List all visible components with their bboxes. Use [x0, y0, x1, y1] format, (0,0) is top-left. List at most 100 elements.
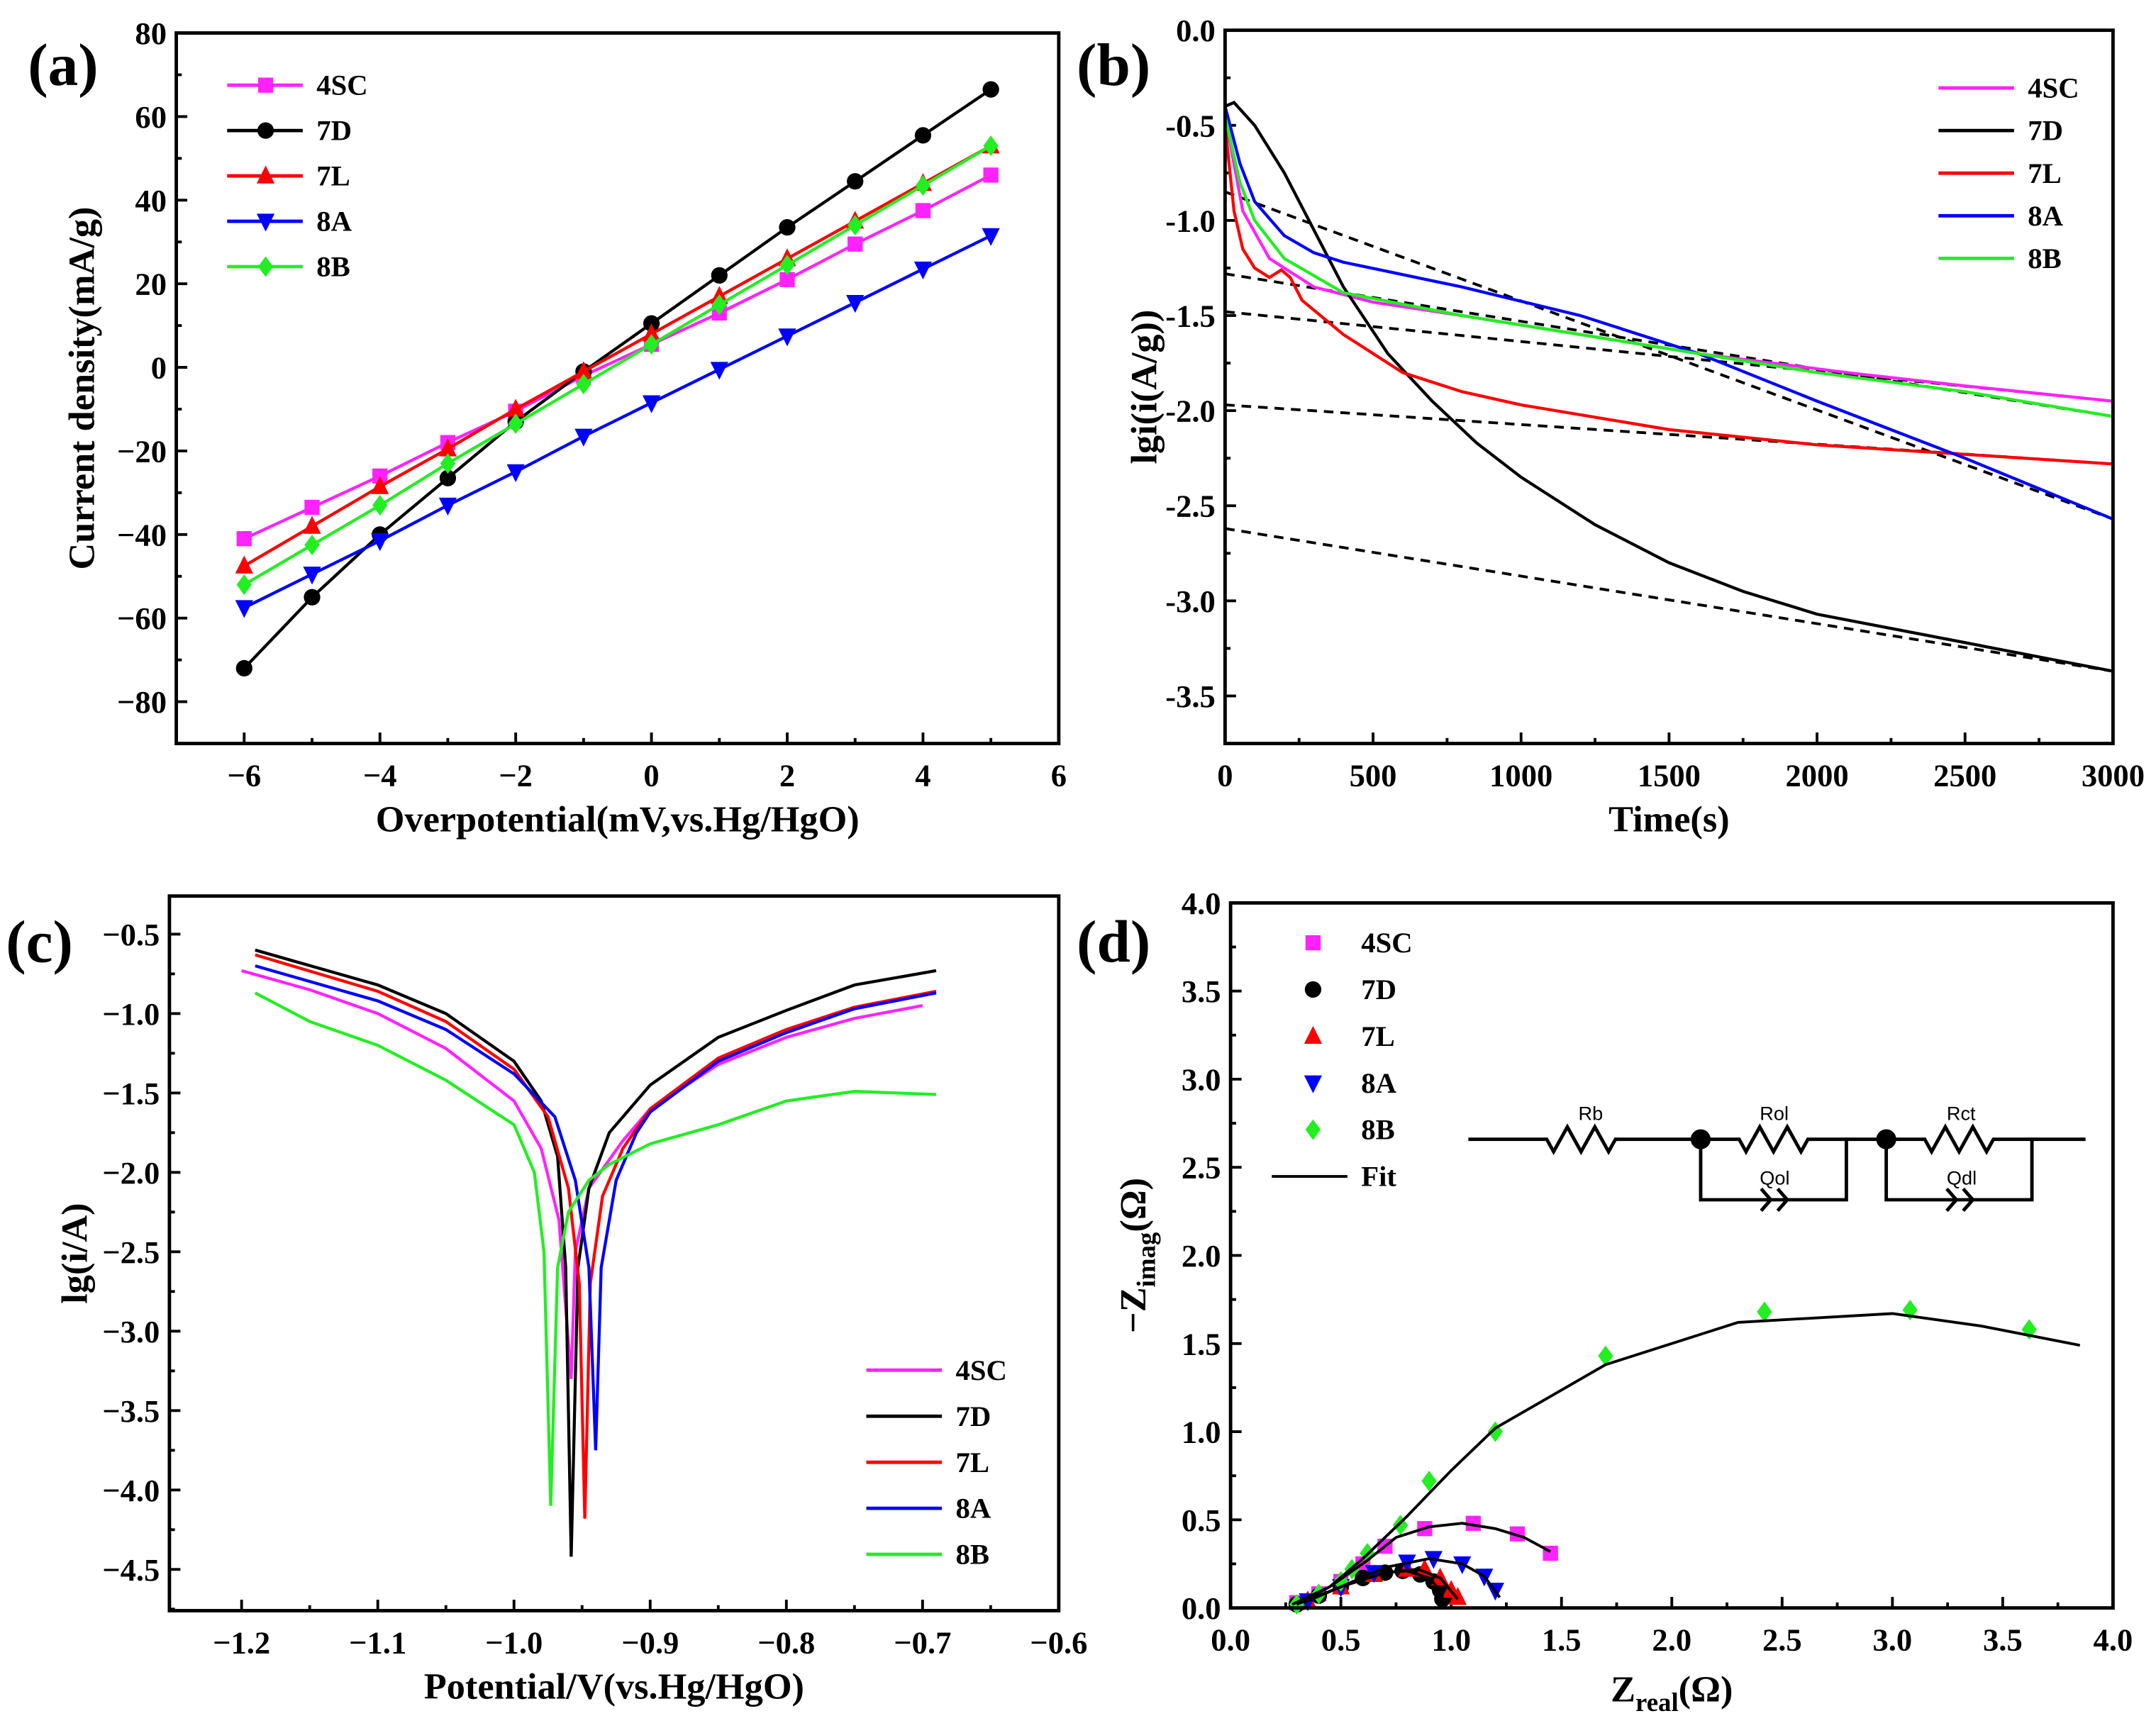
- data-point: [1465, 1515, 1481, 1531]
- y-tick-label: −2.5: [102, 1235, 160, 1270]
- panel-label-d: (d): [1077, 909, 1150, 976]
- legend-marker: [257, 256, 274, 277]
- y-tick-label: 0.0: [1182, 1590, 1221, 1626]
- data-point: [304, 589, 321, 606]
- chart-panel-a: −6 −4 −2 0 2 4 6−80−60−40−200204060804SC7D7L8A…: [61, 16, 1067, 840]
- y-tick-label: −60: [117, 601, 167, 636]
- y-axis-label: −Zimag(Ω): [1113, 1178, 1161, 1333]
- y-tick-label: −4.0: [102, 1473, 160, 1508]
- y-tick-label: -2.0: [1165, 394, 1216, 429]
- y-tick-label: −1.0: [102, 996, 160, 1032]
- y-tick-label: −40: [117, 517, 167, 552]
- data-point: [846, 295, 865, 313]
- legend-marker: [256, 213, 275, 232]
- legend-label: 7D: [2028, 115, 2063, 147]
- data-point: [235, 659, 252, 677]
- data-point: [915, 175, 931, 196]
- legend-label: 7L: [956, 1447, 989, 1478]
- y-tick-label: -3.5: [1165, 679, 1216, 714]
- circuit-label-qdl: Qdl: [1947, 1167, 1977, 1189]
- legend: 4SC 7D 7L 8A 8B: [227, 69, 368, 283]
- circuit-label-rol: Rol: [1760, 1103, 1789, 1125]
- chart-panel-d: 0.0 0.5 1.0 1.5 2.0 2.5 3.0 3.5 4.0 0.0 0.5 1.0 1.5 2…: [1113, 886, 2133, 1717]
- data-point: [371, 476, 389, 494]
- legend-label: 7L: [1361, 1020, 1394, 1052]
- x-tick-label: 0.0: [1211, 1622, 1250, 1658]
- x-tick-label: 1500: [1638, 758, 1701, 793]
- legend-label: 4SC: [956, 1354, 1007, 1386]
- x-tick-label: −0.6: [1030, 1625, 1087, 1661]
- data-point: [778, 328, 796, 347]
- series-4SC: [241, 969, 923, 1379]
- y-tick-label: 20: [135, 267, 167, 302]
- data-point: [235, 555, 253, 574]
- y-tick-label: -2.5: [1165, 489, 1216, 524]
- y-axis-label: Current density(mA/g): [61, 207, 102, 570]
- data-point: [574, 428, 593, 447]
- legend-label: 8B: [2028, 243, 2061, 274]
- y-axis-label-sub: imag: [1132, 1232, 1161, 1287]
- x-tick-label: −1.0: [485, 1625, 543, 1661]
- circuit-label-rb: Rb: [1578, 1103, 1603, 1125]
- data-point: [1392, 1515, 1408, 1536]
- series-line: [241, 969, 923, 1379]
- series-line: [1223, 125, 2113, 466]
- legend-marker: [257, 122, 274, 139]
- legend-marker: [1304, 981, 1322, 998]
- series-line: [1224, 101, 2113, 673]
- x-axis-label: Time(s): [1608, 799, 1729, 840]
- legend-label: 4SC: [2028, 72, 2079, 104]
- x-tick-label: −6: [227, 758, 261, 793]
- x-tick-label: 2500: [1933, 758, 1996, 793]
- y-tick-label: 60: [135, 99, 167, 135]
- x-tick-label: −0.8: [757, 1625, 815, 1661]
- data-point: [913, 261, 933, 280]
- data-point: [303, 567, 321, 585]
- y-tick-label: 0.0: [1176, 13, 1216, 48]
- legend-marker: [1304, 1075, 1323, 1093]
- legend: 4SC 7D 7L 8A 8B: [866, 1354, 1007, 1571]
- data-point: [304, 535, 320, 556]
- legend-marker: [256, 165, 275, 184]
- chart-panel-c: −1.2 −1.1 −1.0 −0.9 −0.8 −0.7 −0.6 −0.5 −1.0 −1.5…: [55, 894, 1087, 1707]
- fit-line: [1224, 190, 2114, 520]
- equivalent-circuit: [1468, 1123, 2086, 1213]
- series-8B: [1223, 115, 2113, 418]
- x-tick-label: 2.5: [1762, 1622, 1802, 1658]
- data-point: [983, 167, 999, 183]
- data-point: [915, 203, 931, 218]
- x-tick-label: −0.9: [621, 1625, 679, 1661]
- data-point: [982, 81, 999, 98]
- y-tick-label: 1.5: [1182, 1326, 1221, 1361]
- x-tick-label: 3000: [2082, 758, 2145, 793]
- x-tick-label: 2.0: [1652, 1622, 1691, 1658]
- series-7D: [235, 81, 999, 677]
- series-line: [255, 964, 937, 1451]
- panel-label-b: (b): [1077, 32, 1150, 99]
- series-8A: [1299, 1551, 1505, 1612]
- plot-frame: [167, 894, 1061, 1612]
- data-point: [982, 228, 1000, 246]
- y-tick-label: 4.0: [1182, 886, 1221, 921]
- legend-marker: [1305, 935, 1321, 951]
- y-tick-label: 2.0: [1182, 1238, 1221, 1274]
- x-axis-label-unit: (Ω): [1679, 1668, 1733, 1710]
- series-8A: [255, 964, 937, 1451]
- y-tick-label: −3.0: [102, 1314, 160, 1349]
- data-point: [1448, 1587, 1467, 1605]
- x-tick-label: −2: [499, 758, 533, 793]
- series-7L: [235, 135, 1000, 574]
- data-point: [438, 438, 457, 457]
- x-tick-label: 1.5: [1542, 1622, 1582, 1658]
- legend-marker: [1304, 1025, 1323, 1044]
- fit-line-8A: [1303, 1557, 1501, 1605]
- data-point: [372, 468, 388, 484]
- data-point: [1598, 1345, 1613, 1366]
- data-point: [439, 469, 457, 486]
- fit-line-4SC: [1291, 1522, 1552, 1606]
- series-line: [243, 144, 992, 586]
- y-tick-label: -3.0: [1165, 584, 1216, 619]
- series-8A: [235, 228, 1000, 618]
- data-point: [914, 127, 932, 144]
